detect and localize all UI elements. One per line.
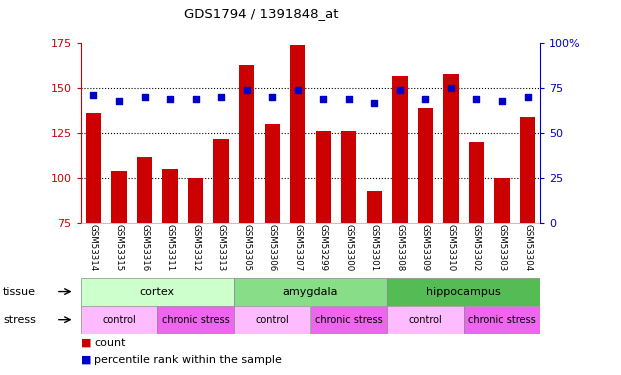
Text: GSM53312: GSM53312 [191, 224, 200, 272]
Bar [111, 171, 127, 223]
Point [114, 98, 124, 104]
Bar [520, 117, 535, 223]
Bar [188, 178, 203, 223]
Bar [290, 45, 306, 223]
Bar [387, 306, 464, 334]
Bar [86, 113, 101, 223]
Bar [494, 178, 510, 223]
Text: percentile rank within the sample: percentile rank within the sample [94, 355, 283, 365]
Bar [387, 278, 540, 306]
Bar [418, 108, 433, 223]
Text: GSM53308: GSM53308 [396, 224, 404, 272]
Text: control: control [409, 315, 442, 325]
Point [369, 99, 379, 105]
Point [420, 96, 430, 102]
Bar [392, 75, 407, 223]
Text: tissue: tissue [3, 286, 36, 297]
Point [242, 87, 252, 93]
Bar [81, 306, 157, 334]
Text: GSM53316: GSM53316 [140, 224, 149, 272]
Text: GSM53303: GSM53303 [497, 224, 507, 272]
Text: GSM53314: GSM53314 [89, 224, 98, 272]
Text: GSM53299: GSM53299 [319, 224, 328, 271]
Text: chronic stress: chronic stress [468, 315, 536, 325]
Bar [214, 138, 229, 223]
Text: control: control [255, 315, 289, 325]
Bar [464, 306, 540, 334]
Bar [443, 74, 458, 223]
Text: GSM53311: GSM53311 [166, 224, 175, 272]
Bar [157, 306, 234, 334]
Bar [341, 131, 356, 223]
Text: cortex: cortex [140, 286, 175, 297]
Point [395, 87, 405, 93]
Point [292, 87, 302, 93]
Text: GSM53304: GSM53304 [523, 224, 532, 272]
Text: GSM53302: GSM53302 [472, 224, 481, 272]
Text: control: control [102, 315, 136, 325]
Text: GSM53313: GSM53313 [217, 224, 225, 272]
Text: GSM53309: GSM53309 [421, 224, 430, 272]
Point [344, 96, 354, 102]
Bar [469, 142, 484, 223]
Text: hippocampus: hippocampus [426, 286, 501, 297]
Bar [366, 191, 382, 223]
Bar [265, 124, 280, 223]
Point [446, 85, 456, 91]
Bar [315, 131, 331, 223]
Point [522, 94, 532, 100]
Text: count: count [94, 338, 126, 348]
Text: GSM53310: GSM53310 [446, 224, 455, 272]
Text: GSM53300: GSM53300 [344, 224, 353, 272]
Bar [81, 278, 234, 306]
Text: chronic stress: chronic stress [315, 315, 383, 325]
Text: GSM53307: GSM53307 [293, 224, 302, 272]
Bar [310, 306, 387, 334]
Text: ■: ■ [81, 355, 91, 365]
Text: GSM53306: GSM53306 [268, 224, 277, 272]
Text: GSM53305: GSM53305 [242, 224, 251, 272]
Text: stress: stress [3, 315, 36, 325]
Bar [234, 306, 310, 334]
Bar [163, 169, 178, 223]
Point [191, 96, 201, 102]
Text: GSM53315: GSM53315 [114, 224, 124, 272]
Text: GDS1794 / 1391848_at: GDS1794 / 1391848_at [184, 8, 338, 21]
Point [140, 94, 150, 100]
Point [471, 96, 481, 102]
Point [165, 96, 175, 102]
Bar [239, 65, 255, 223]
Point [89, 92, 99, 98]
Text: amygdala: amygdala [283, 286, 338, 297]
Text: ■: ■ [81, 338, 91, 348]
Point [216, 94, 226, 100]
Text: chronic stress: chronic stress [161, 315, 230, 325]
Text: GSM53301: GSM53301 [370, 224, 379, 272]
Bar [234, 278, 387, 306]
Point [319, 96, 329, 102]
Point [497, 98, 507, 104]
Bar [137, 156, 152, 223]
Point [267, 94, 277, 100]
